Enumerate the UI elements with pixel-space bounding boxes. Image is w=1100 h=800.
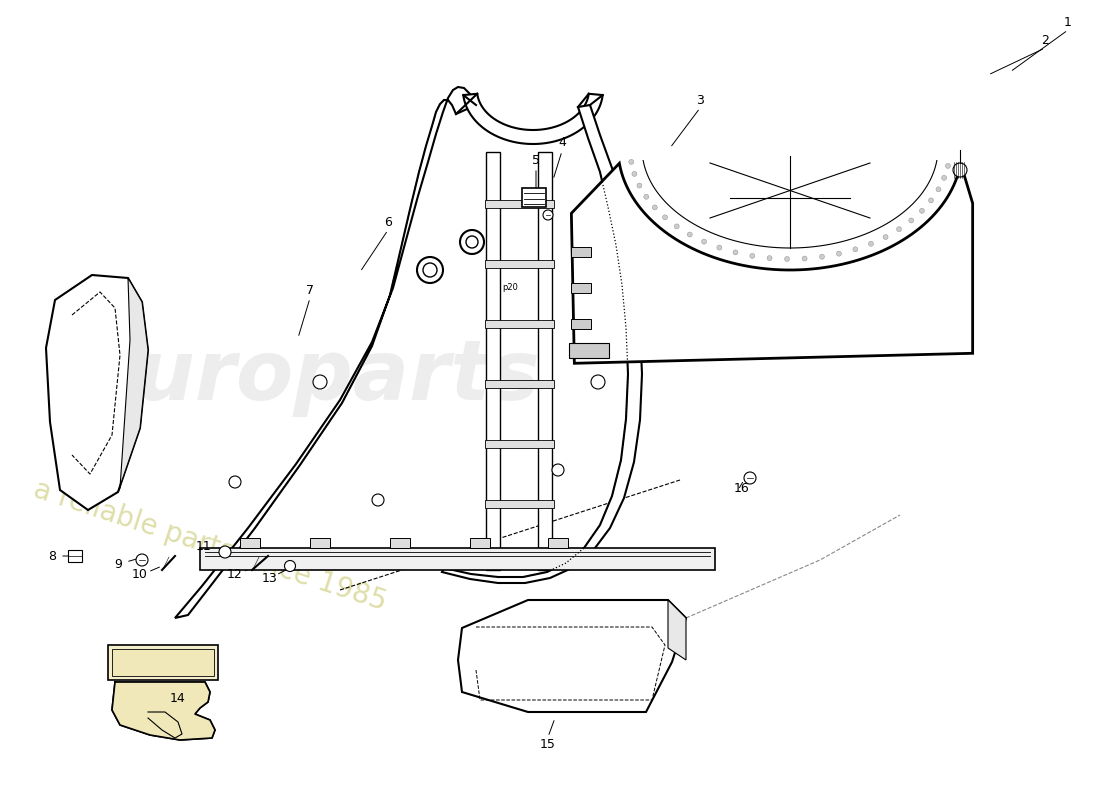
Polygon shape [108,645,218,680]
Polygon shape [112,682,214,740]
Text: europarts: europarts [80,336,541,417]
Text: 14: 14 [170,691,186,705]
Circle shape [424,263,437,277]
Polygon shape [538,152,552,570]
Circle shape [372,494,384,506]
Circle shape [909,218,914,223]
Circle shape [836,251,842,256]
Circle shape [631,171,637,176]
Polygon shape [571,163,972,363]
Polygon shape [112,682,214,740]
Polygon shape [485,440,554,448]
Circle shape [229,476,241,488]
Circle shape [896,226,902,232]
Polygon shape [442,105,642,583]
Circle shape [953,163,967,177]
Circle shape [936,187,940,192]
Polygon shape [570,343,609,358]
Circle shape [591,375,605,389]
Text: 7: 7 [306,283,313,297]
Text: 13: 13 [262,571,278,585]
Circle shape [702,239,706,244]
Circle shape [733,250,738,255]
Text: 1: 1 [1064,15,1071,29]
Text: 11: 11 [196,539,212,553]
Polygon shape [485,200,554,208]
Circle shape [314,375,327,389]
Circle shape [767,255,772,261]
Text: 12: 12 [227,569,243,582]
Circle shape [662,215,668,220]
Circle shape [688,232,692,237]
Polygon shape [548,538,568,548]
Circle shape [552,464,564,476]
Text: 9: 9 [114,558,122,571]
Circle shape [920,208,924,214]
Polygon shape [200,548,715,570]
Text: p20: p20 [502,283,518,292]
Polygon shape [486,152,500,570]
Circle shape [460,230,484,254]
Circle shape [852,247,858,252]
Text: 4: 4 [558,137,565,150]
Circle shape [466,236,478,248]
Circle shape [750,254,755,258]
Circle shape [417,257,443,283]
Polygon shape [458,600,686,712]
Text: 3: 3 [696,94,704,106]
Circle shape [820,254,825,259]
Circle shape [637,183,642,188]
Circle shape [285,561,296,571]
Polygon shape [46,275,148,510]
Text: 6: 6 [384,215,392,229]
Polygon shape [463,94,603,144]
Circle shape [644,194,649,199]
Polygon shape [485,320,554,328]
Polygon shape [175,87,476,618]
Text: a reliable parts since 1985: a reliable parts since 1985 [30,475,390,616]
Polygon shape [571,247,592,258]
Circle shape [883,234,888,239]
Polygon shape [571,283,592,294]
Circle shape [674,224,679,229]
Circle shape [945,163,950,169]
Circle shape [629,159,634,165]
Circle shape [652,205,658,210]
Polygon shape [118,278,148,492]
Polygon shape [470,538,490,548]
Polygon shape [112,649,214,676]
Polygon shape [310,538,330,548]
Circle shape [802,256,807,261]
Polygon shape [485,380,554,388]
Circle shape [543,210,553,220]
Circle shape [869,242,873,246]
Circle shape [942,175,947,180]
Circle shape [744,472,756,484]
Text: 8: 8 [48,550,56,562]
Text: 15: 15 [540,738,556,751]
Text: 10: 10 [132,569,147,582]
Circle shape [219,546,231,558]
Text: 2: 2 [1041,34,1049,46]
Polygon shape [68,550,82,562]
Circle shape [784,257,790,262]
Polygon shape [485,260,554,268]
Polygon shape [522,188,546,207]
Polygon shape [571,319,592,330]
Text: 5: 5 [532,154,540,166]
Circle shape [136,554,149,566]
Circle shape [717,245,722,250]
Polygon shape [240,538,260,548]
Circle shape [928,198,934,203]
Polygon shape [390,538,410,548]
Text: 16: 16 [734,482,750,494]
Polygon shape [485,500,554,508]
Polygon shape [668,600,686,660]
